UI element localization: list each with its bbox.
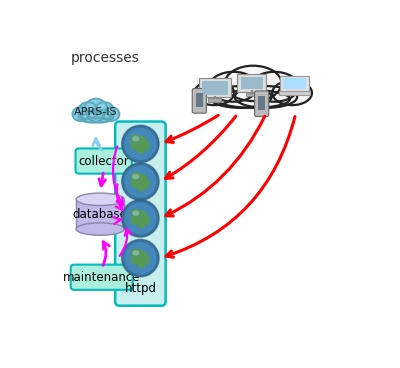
Ellipse shape xyxy=(225,66,282,101)
FancyBboxPatch shape xyxy=(238,74,266,92)
Ellipse shape xyxy=(216,90,290,108)
Ellipse shape xyxy=(138,211,147,218)
FancyBboxPatch shape xyxy=(254,91,269,116)
Text: maintenance: maintenance xyxy=(63,271,140,284)
Ellipse shape xyxy=(132,136,139,141)
FancyBboxPatch shape xyxy=(196,93,203,107)
Ellipse shape xyxy=(78,110,103,123)
Ellipse shape xyxy=(131,214,137,225)
Ellipse shape xyxy=(138,174,147,181)
FancyBboxPatch shape xyxy=(115,121,166,306)
Ellipse shape xyxy=(130,172,141,180)
Ellipse shape xyxy=(130,209,141,217)
Ellipse shape xyxy=(142,178,150,188)
Ellipse shape xyxy=(131,254,137,265)
Ellipse shape xyxy=(131,177,137,188)
FancyBboxPatch shape xyxy=(208,98,222,102)
Ellipse shape xyxy=(209,86,272,108)
Ellipse shape xyxy=(132,174,139,179)
FancyBboxPatch shape xyxy=(71,265,133,290)
FancyBboxPatch shape xyxy=(258,96,265,110)
Ellipse shape xyxy=(138,250,147,258)
Ellipse shape xyxy=(88,110,114,123)
Ellipse shape xyxy=(272,81,312,105)
Ellipse shape xyxy=(137,262,145,268)
FancyBboxPatch shape xyxy=(240,77,263,89)
FancyBboxPatch shape xyxy=(280,76,308,92)
FancyBboxPatch shape xyxy=(278,91,310,95)
Ellipse shape xyxy=(137,148,145,154)
Ellipse shape xyxy=(78,102,98,119)
Ellipse shape xyxy=(142,255,150,265)
Ellipse shape xyxy=(131,139,137,151)
Bar xyxy=(76,199,124,229)
Ellipse shape xyxy=(130,248,141,256)
Circle shape xyxy=(122,125,159,162)
Ellipse shape xyxy=(72,107,88,121)
Ellipse shape xyxy=(142,215,150,226)
Ellipse shape xyxy=(84,99,107,119)
Ellipse shape xyxy=(81,113,111,123)
Ellipse shape xyxy=(134,143,145,151)
Ellipse shape xyxy=(194,81,234,105)
Ellipse shape xyxy=(76,223,124,235)
Ellipse shape xyxy=(76,193,124,206)
FancyBboxPatch shape xyxy=(246,93,258,96)
Circle shape xyxy=(122,163,159,200)
Ellipse shape xyxy=(130,134,141,142)
Text: database: database xyxy=(73,208,128,221)
Ellipse shape xyxy=(132,250,139,255)
FancyBboxPatch shape xyxy=(199,78,231,98)
Text: processes: processes xyxy=(70,51,139,65)
Ellipse shape xyxy=(134,217,145,225)
Ellipse shape xyxy=(132,211,139,216)
Ellipse shape xyxy=(137,186,145,191)
Ellipse shape xyxy=(209,72,258,102)
Ellipse shape xyxy=(142,141,150,151)
Text: httpd: httpd xyxy=(124,282,156,295)
Ellipse shape xyxy=(137,223,145,228)
Ellipse shape xyxy=(104,107,120,121)
Ellipse shape xyxy=(134,257,145,265)
FancyBboxPatch shape xyxy=(202,81,228,95)
Circle shape xyxy=(122,240,159,276)
Ellipse shape xyxy=(250,72,298,102)
Ellipse shape xyxy=(235,86,297,108)
Circle shape xyxy=(122,200,159,237)
Text: collector: collector xyxy=(78,155,129,167)
FancyBboxPatch shape xyxy=(283,78,306,89)
Text: APRS-IS: APRS-IS xyxy=(74,107,118,117)
FancyBboxPatch shape xyxy=(192,89,206,113)
Ellipse shape xyxy=(134,180,145,188)
Ellipse shape xyxy=(138,136,147,144)
Ellipse shape xyxy=(95,102,114,119)
FancyBboxPatch shape xyxy=(76,148,132,174)
